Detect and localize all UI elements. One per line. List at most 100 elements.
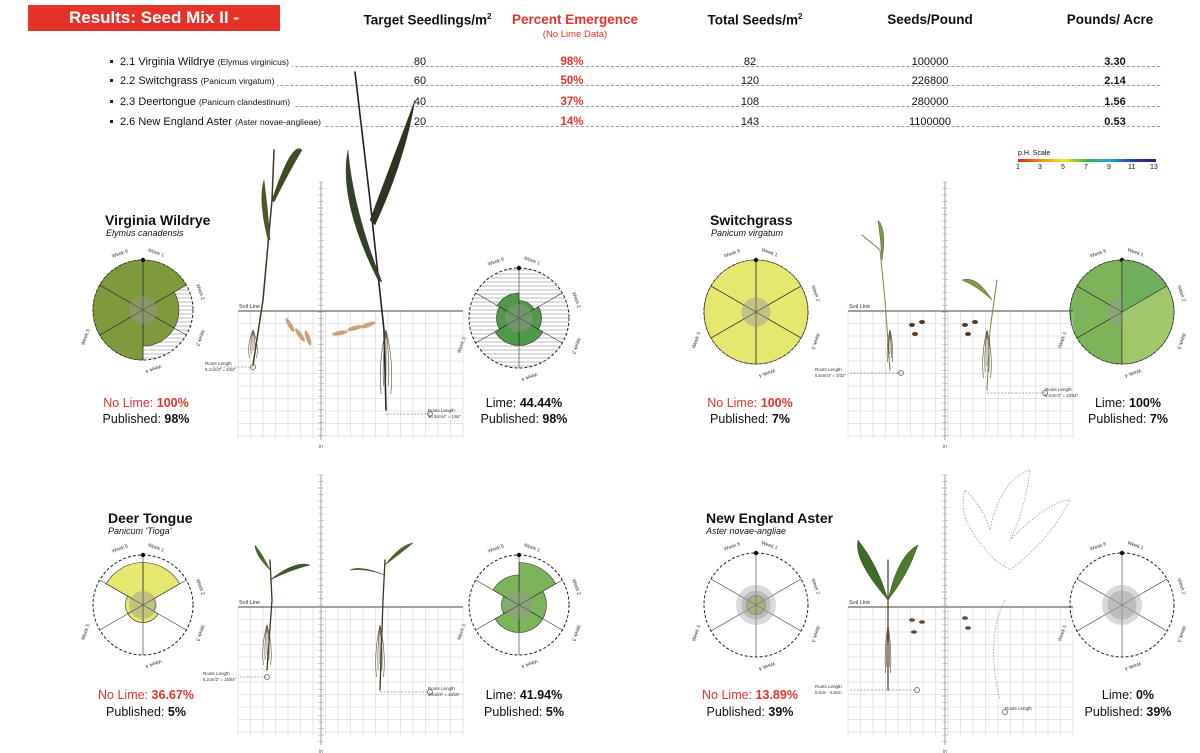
row-bullet [110,120,113,123]
plant-root [986,329,990,373]
growth-circle: Week 1 Week 2 Week 3 Week 4 Week 5 Week 6 [691,247,821,378]
center-shade [129,591,157,619]
root-grid-panel: Soil Line in [847,474,1074,753]
row-name: 2.3 Deertongue (Panicum clandestinum) [120,96,294,108]
week-label: Week 2 [194,578,205,596]
root-grid-panel: Soil Line in [237,474,464,753]
table-row: 2.2 Switchgrass (Panicum virgatum) 60 50… [100,73,1160,91]
callout-value: 10.3cm/4" = 1/64" [428,414,462,419]
sector-divider [710,311,757,339]
row-pounds-acre: 0.53 [1104,116,1126,128]
row-seeds-pound: 226800 [911,75,949,87]
plant-root [250,329,254,355]
growth-sector [142,562,181,606]
row-total: 82 [743,56,757,68]
growth-sector [92,284,144,336]
sector-divider [99,284,144,311]
row-target: 40 [413,96,427,108]
seed [909,323,915,327]
week-label: Week 3 [1175,625,1186,643]
sector-divider [1121,604,1168,632]
lime-stat: Lime: 44.44% [485,396,563,410]
week-label: Week 4 [1124,660,1142,671]
growth-sector [755,311,802,365]
row-pounds-acre: 2.14 [1104,75,1126,87]
callout-title: Roots Length [428,686,455,691]
ph-tick: 1 [1016,164,1020,171]
root-grid-panel: Soil Line in [237,181,464,450]
ph-tick: 11 [1128,164,1136,171]
sector-divider [99,579,144,606]
plant-title: Switchgrass [710,212,793,228]
callout-title: Roots Length [1005,706,1032,711]
sector-divider [99,309,144,336]
callout-value: 6.2cm/2" = 15/64" [203,677,237,682]
plant-root [262,624,268,666]
week-label: Week 1 [760,247,778,258]
callout-marker [264,674,270,680]
week-label: Week 4 [520,658,538,669]
sector-divider [518,579,563,606]
no-lime-stat: No Lime: 100% [103,396,189,410]
seed [304,330,312,346]
growth-sector [518,562,557,606]
row-total: 108 [740,96,760,108]
published-stat: Published: 7% [1088,412,1168,426]
callout-title: Roots Length [205,361,232,366]
row-emergence: 37% [560,96,584,108]
plant-root [248,329,254,359]
week-label: Week 6 [723,541,741,552]
week-label: Week 2 [570,291,581,309]
week-label: Week 5 [1057,331,1068,349]
center-shade [1102,585,1142,625]
sector-divider [755,578,802,606]
row-leader [120,106,1160,107]
table-row: 2.3 Deertongue (Panicum clandestinum) 40… [100,94,1160,112]
row-seeds-pound: 100000 [911,56,949,68]
ph-tick: 5 [1061,164,1065,171]
week-label: Week 4 [758,660,776,671]
week-label: Week 1 [523,255,541,266]
callout-title: Roots Length [428,408,455,413]
sector-divider [755,285,802,313]
ruler-unit: in [319,749,323,753]
week-label: Week 4 [1124,367,1142,378]
sector-divider [475,317,520,344]
plant-root [887,624,892,674]
sector-divider [1076,578,1123,606]
table-row: 2.1 Virginia Wildrye (Elymus virginicus)… [100,54,1160,72]
center-shade [736,585,776,625]
plant-scientific-name: Elymus canadensis [106,228,184,238]
sector-divider [710,285,757,313]
week-label: Week 4 [144,658,162,669]
row-emergence: 98% [560,56,584,68]
header-emergence-note: (No Lime Data) [542,29,608,40]
sector-divider [142,309,187,336]
week-label: Week 1 [523,542,541,553]
week-label: Week 1 [147,542,165,553]
plant-root [375,624,381,678]
sector-divider [518,292,563,319]
week-label: Week 4 [520,371,538,382]
plant-stem [354,71,387,411]
week-label: Week 3 [194,624,205,642]
week-label: Week 4 [758,367,776,378]
seed [909,618,915,622]
seed [919,620,925,624]
ph-tick: 9 [1107,164,1111,171]
sector-divider [142,284,187,311]
row-seeds-pound: 280000 [911,96,949,108]
row-leader [120,126,1160,127]
row-seeds-pound: 1100000 [908,116,951,128]
growth-sector [99,309,144,361]
seed [962,616,968,620]
published-stat: Published: 5% [106,705,186,719]
plant-scientific-name: Panicum 'Tioga' [108,526,172,536]
callout-title: Roots Length [815,367,842,372]
plant-root [889,329,894,363]
start-marker [516,265,522,271]
week-label: Week 1 [760,540,778,551]
week-label: Week 1 [1126,247,1144,258]
